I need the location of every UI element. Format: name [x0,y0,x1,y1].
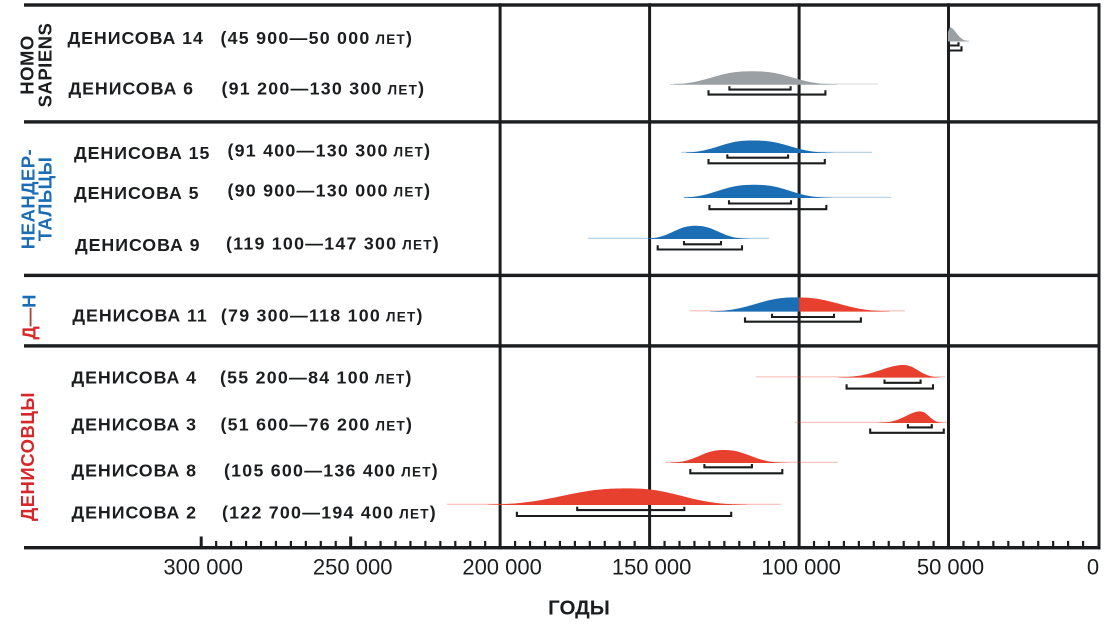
svg-text:ДЕНИСОВА 11: ДЕНИСОВА 11 [72,306,207,326]
svg-text:ГОДЫ: ГОДЫ [548,597,610,620]
svg-text:ДЕНИСОВА 8: ДЕНИСОВА 8 [72,461,198,481]
svg-text:(91 400—130 300 ЛЕТ): (91 400—130 300 ЛЕТ) [228,141,432,161]
svg-text:100 000: 100 000 [761,555,841,580]
svg-text:ДЕНИСОВА 6: ДЕНИСОВА 6 [69,79,195,99]
svg-text:0: 0 [1087,555,1099,580]
svg-text:(119 100—147 300 ЛЕТ): (119 100—147 300 ЛЕТ) [226,234,440,254]
svg-text:ДЕНИСОВА 3: ДЕНИСОВА 3 [72,415,198,435]
svg-text:Д—Н: Д—Н [19,294,40,339]
svg-text:HOMO: HOMO [17,35,38,95]
svg-text:(90 900—130 000 ЛЕТ): (90 900—130 000 ЛЕТ) [228,181,432,201]
svg-text:(122 700—194 400 ЛЕТ): (122 700—194 400 ЛЕТ) [222,503,437,523]
svg-text:(105 600—136 400 ЛЕТ): (105 600—136 400 ЛЕТ) [224,461,439,481]
svg-text:150 000: 150 000 [612,555,692,580]
svg-text:ДЕНИСОВА 4: ДЕНИСОВА 4 [72,368,198,388]
svg-text:ТАЛЬЦЫ: ТАЛЬЦЫ [35,157,56,242]
svg-text:НЕАНДЕР-: НЕАНДЕР- [18,149,39,249]
svg-text:250 000: 250 000 [313,555,393,580]
svg-text:(91 200—130 300 ЛЕТ): (91 200—130 300 ЛЕТ) [222,79,426,99]
svg-text:300 000: 300 000 [163,555,243,580]
svg-text:50 000: 50 000 [917,555,984,580]
svg-text:SAPIENS: SAPIENS [35,23,56,108]
svg-text:(51 600—76 200 ЛЕТ): (51 600—76 200 ЛЕТ) [221,415,414,435]
svg-text:ДЕНИСОВА 9: ДЕНИСОВА 9 [75,235,201,255]
svg-text:200 000: 200 000 [462,555,542,580]
svg-text:ДЕНИСОВА 5: ДЕНИСОВА 5 [74,183,200,203]
svg-text:(45 900—50 000 ЛЕТ): (45 900—50 000 ЛЕТ) [221,28,414,48]
svg-text:ДЕНИСОВА 14: ДЕНИСОВА 14 [68,28,204,48]
svg-text:ДЕНИСОВА 2: ДЕНИСОВА 2 [72,503,198,523]
svg-text:ДЕНИСОВА 15: ДЕНИСОВА 15 [74,143,210,163]
svg-text:ДЕНИСОВЦЫ: ДЕНИСОВЦЫ [17,392,38,521]
svg-text:(79 300—118 100 ЛЕТ): (79 300—118 100 ЛЕТ) [221,306,424,326]
svg-text:(55 200—84 100 ЛЕТ): (55 200—84 100 ЛЕТ) [220,368,413,388]
